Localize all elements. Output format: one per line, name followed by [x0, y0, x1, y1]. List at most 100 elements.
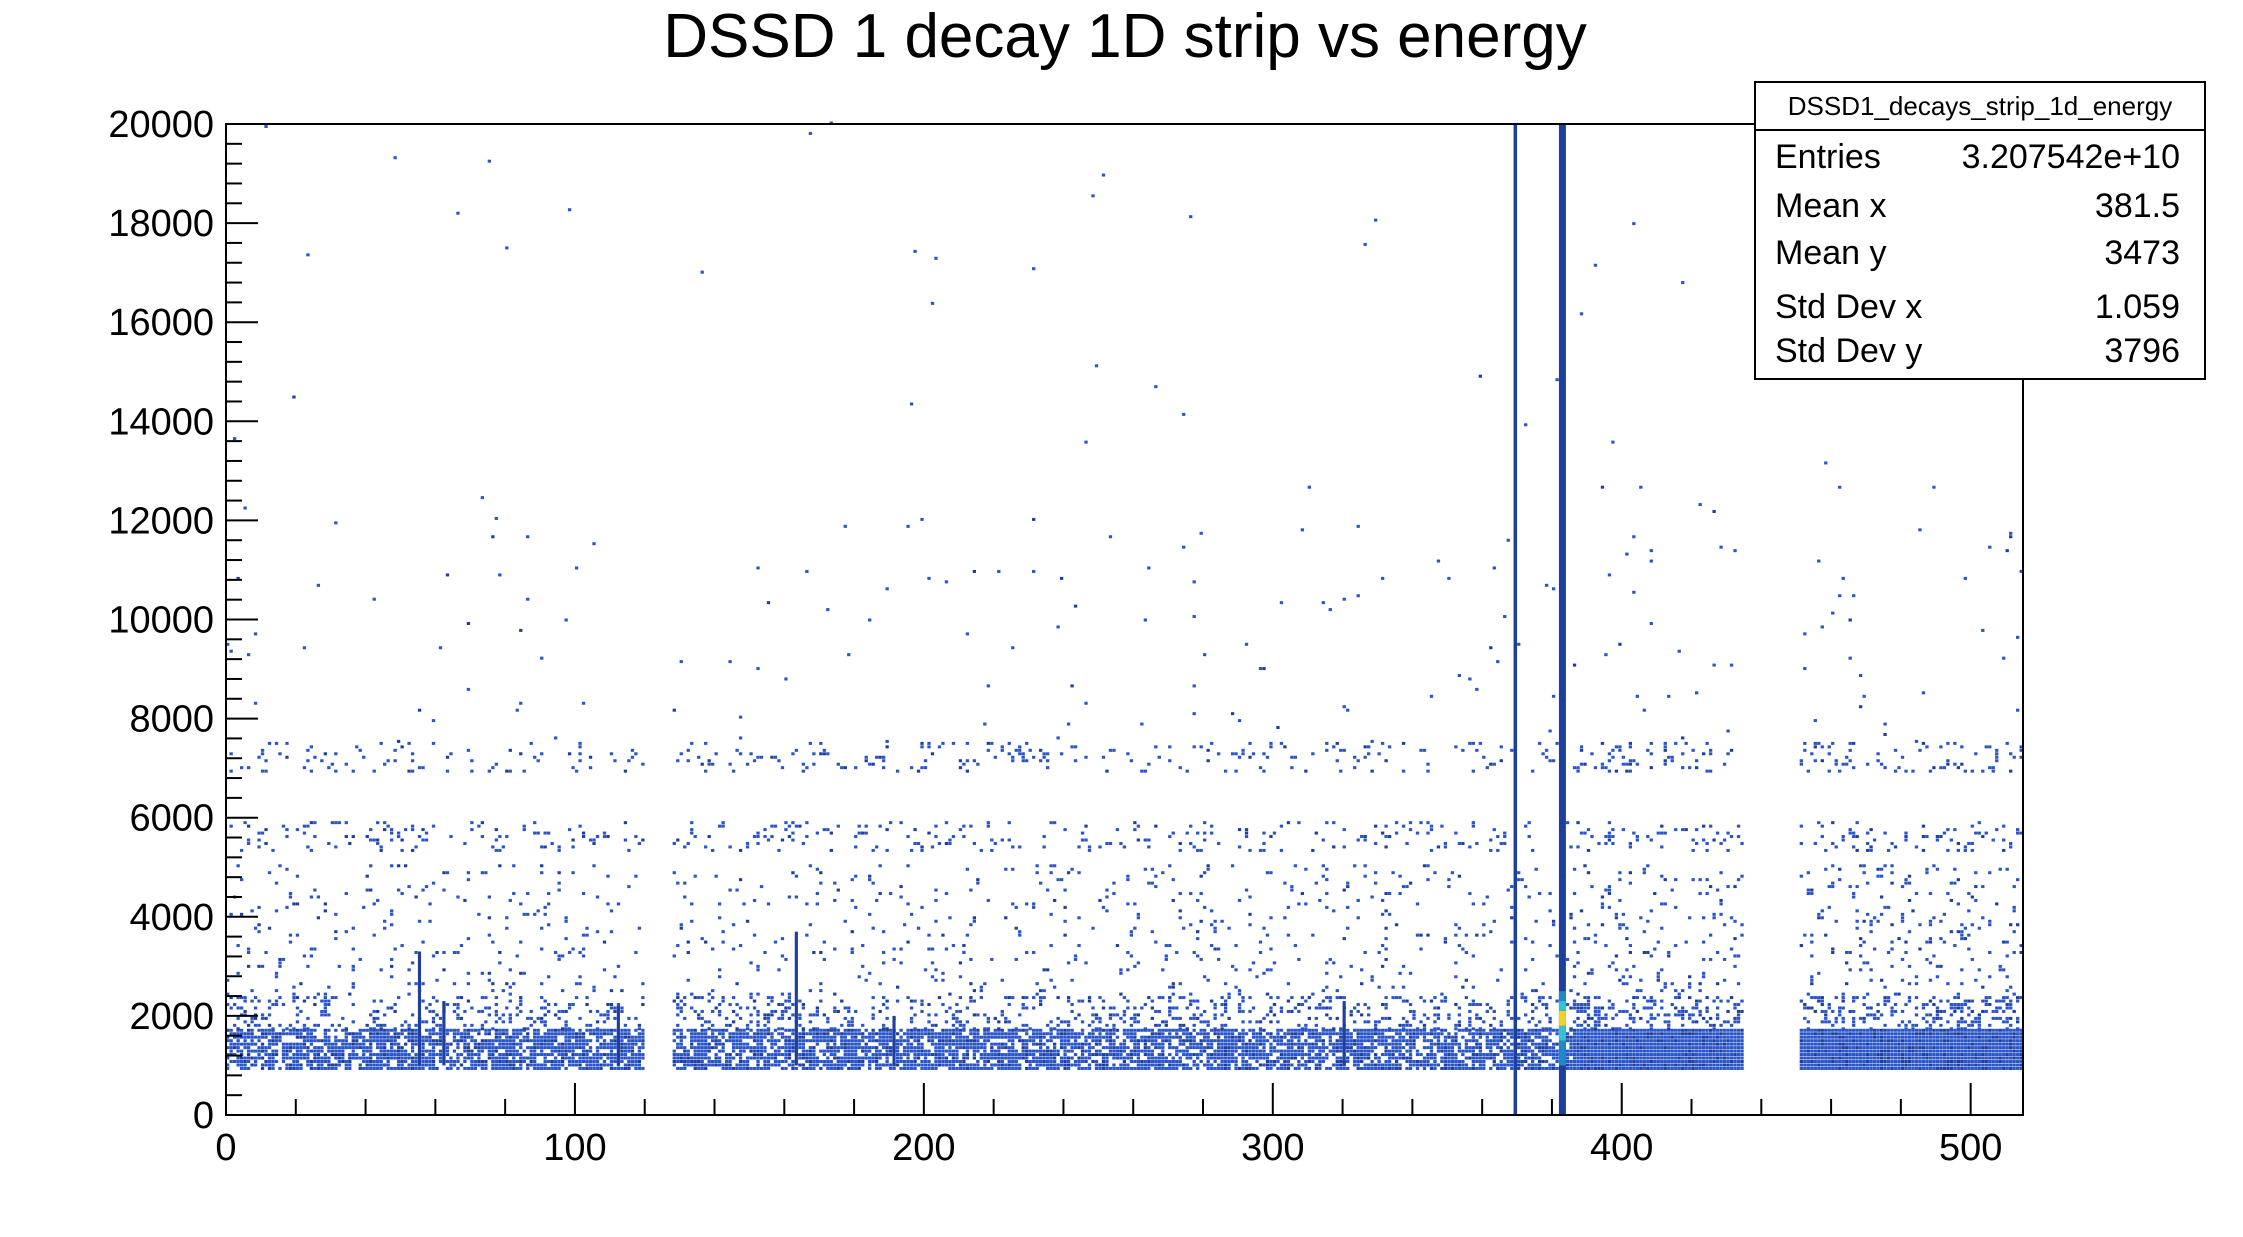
heatmap-cell — [466, 878, 471, 882]
heatmap-cell — [512, 1046, 516, 1050]
heatmap-cell — [763, 828, 767, 832]
heatmap-cell — [909, 1020, 914, 1024]
heatmap-cell — [1035, 1028, 1039, 1032]
heatmap-cell — [540, 1016, 544, 1020]
heatmap-cell — [868, 1049, 872, 1053]
heatmap-cell — [1108, 535, 1113, 539]
heatmap-cell — [466, 748, 471, 752]
heatmap-cell — [358, 957, 362, 961]
heatmap-cell — [543, 845, 547, 849]
heatmap-cell — [1307, 1053, 1311, 1057]
heatmap-cell — [1126, 1046, 1130, 1050]
heatmap-cell — [578, 1056, 582, 1060]
heatmap-cell — [1251, 1056, 1256, 1060]
heatmap-cell — [508, 968, 512, 972]
heatmap-cell — [1244, 1066, 1249, 1070]
heatmap-cell — [369, 1032, 373, 1036]
heatmap-cell — [435, 999, 439, 1003]
heatmap-cell — [564, 1046, 568, 1050]
heatmap-cell — [313, 1023, 317, 1027]
heatmap-cell — [756, 1046, 760, 1050]
heatmap-cell — [1059, 1035, 1064, 1039]
heatmap-cell — [1401, 999, 1406, 1003]
heatmap-cell — [752, 1049, 757, 1053]
heatmap-cell — [672, 1032, 676, 1036]
heatmap-cell — [951, 1056, 956, 1060]
heatmap-cell — [491, 845, 495, 849]
heatmap-cell — [690, 1042, 694, 1046]
heatmap-cell — [1325, 996, 1329, 1000]
heatmap-cell — [246, 1056, 251, 1060]
heatmap-cell — [1325, 1006, 1329, 1010]
heatmap-cell — [1063, 1032, 1067, 1036]
heatmap-cell — [697, 1042, 701, 1046]
heatmap-cell — [1014, 1049, 1018, 1053]
heatmap-cell — [1251, 1066, 1256, 1070]
heatmap-cell — [459, 1032, 464, 1036]
heatmap-cell — [383, 1046, 387, 1050]
heatmap-cell — [1373, 881, 1378, 885]
heatmap-cell — [1269, 968, 1273, 972]
heatmap-cell — [1157, 755, 1161, 759]
heatmap-cell — [927, 1053, 931, 1057]
heatmap-cell — [1063, 888, 1067, 892]
heatmap-cell — [815, 1063, 820, 1067]
heatmap-cell — [313, 1046, 317, 1050]
heatmap-cell — [1136, 916, 1141, 920]
heatmap-cell — [581, 835, 586, 839]
heatmap-cell — [400, 1060, 404, 1063]
heatmap-cell — [784, 1042, 788, 1046]
heatmap-cell — [1265, 992, 1270, 996]
heatmap-cell — [944, 1060, 949, 1063]
heatmap-cell — [396, 739, 401, 743]
heatmap-cell — [306, 824, 310, 828]
heatmap-cell — [470, 769, 474, 773]
heatmap-cell — [1004, 1016, 1008, 1020]
heatmap-cell — [383, 1035, 387, 1039]
heatmap-cell — [334, 1028, 338, 1032]
heatmap-cell — [909, 1032, 914, 1036]
heatmap-cell — [955, 1049, 959, 1053]
heatmap-cell — [819, 1066, 823, 1070]
heatmap-cell — [1185, 1066, 1189, 1070]
heatmap-cell — [229, 1046, 233, 1050]
heatmap-cell — [323, 996, 328, 1000]
heatmap-cell — [274, 1060, 279, 1063]
heatmap-cell — [1192, 1039, 1196, 1043]
heatmap-cell — [920, 741, 924, 745]
heatmap-cell — [1175, 1032, 1179, 1036]
heatmap-cell — [850, 898, 854, 902]
heatmap-cell — [679, 1028, 683, 1032]
heatmap-cell — [564, 1056, 568, 1060]
heatmap-cell — [1108, 1066, 1113, 1070]
heatmap-cell — [1269, 871, 1273, 875]
heatmap-cell — [365, 1039, 369, 1043]
heatmap-cell — [1255, 1056, 1259, 1060]
heatmap-cell — [592, 1032, 596, 1036]
heatmap-cell — [396, 1032, 401, 1036]
heatmap-cell — [1147, 566, 1151, 570]
heatmap-cell — [742, 1060, 746, 1063]
heatmap-cell — [1318, 1053, 1322, 1057]
heatmap-cell — [1297, 1066, 1301, 1070]
heatmap-cell — [690, 741, 694, 745]
heatmap-cell — [868, 1046, 872, 1050]
heatmap-cell — [1007, 821, 1011, 825]
heatmap-cell — [264, 124, 268, 128]
heatmap-cell — [1094, 1035, 1099, 1039]
heatmap-cell — [285, 828, 289, 832]
heatmap-cell — [609, 1006, 614, 1010]
heatmap-cell — [972, 919, 977, 923]
heatmap-cell — [463, 1028, 467, 1032]
heatmap-cell — [1189, 992, 1193, 996]
heatmap-cell — [1412, 1039, 1416, 1043]
heatmap-cell — [808, 1046, 813, 1050]
heatmap-cell — [501, 1013, 505, 1017]
heatmap-cell — [983, 1049, 987, 1053]
heatmap-cell — [421, 999, 425, 1003]
heatmap-cell — [1189, 841, 1193, 845]
heatmap-cell — [1213, 926, 1217, 930]
heatmap-cell — [704, 741, 708, 745]
heatmap-cell — [1349, 1053, 1353, 1057]
heatmap-cell — [592, 542, 596, 546]
